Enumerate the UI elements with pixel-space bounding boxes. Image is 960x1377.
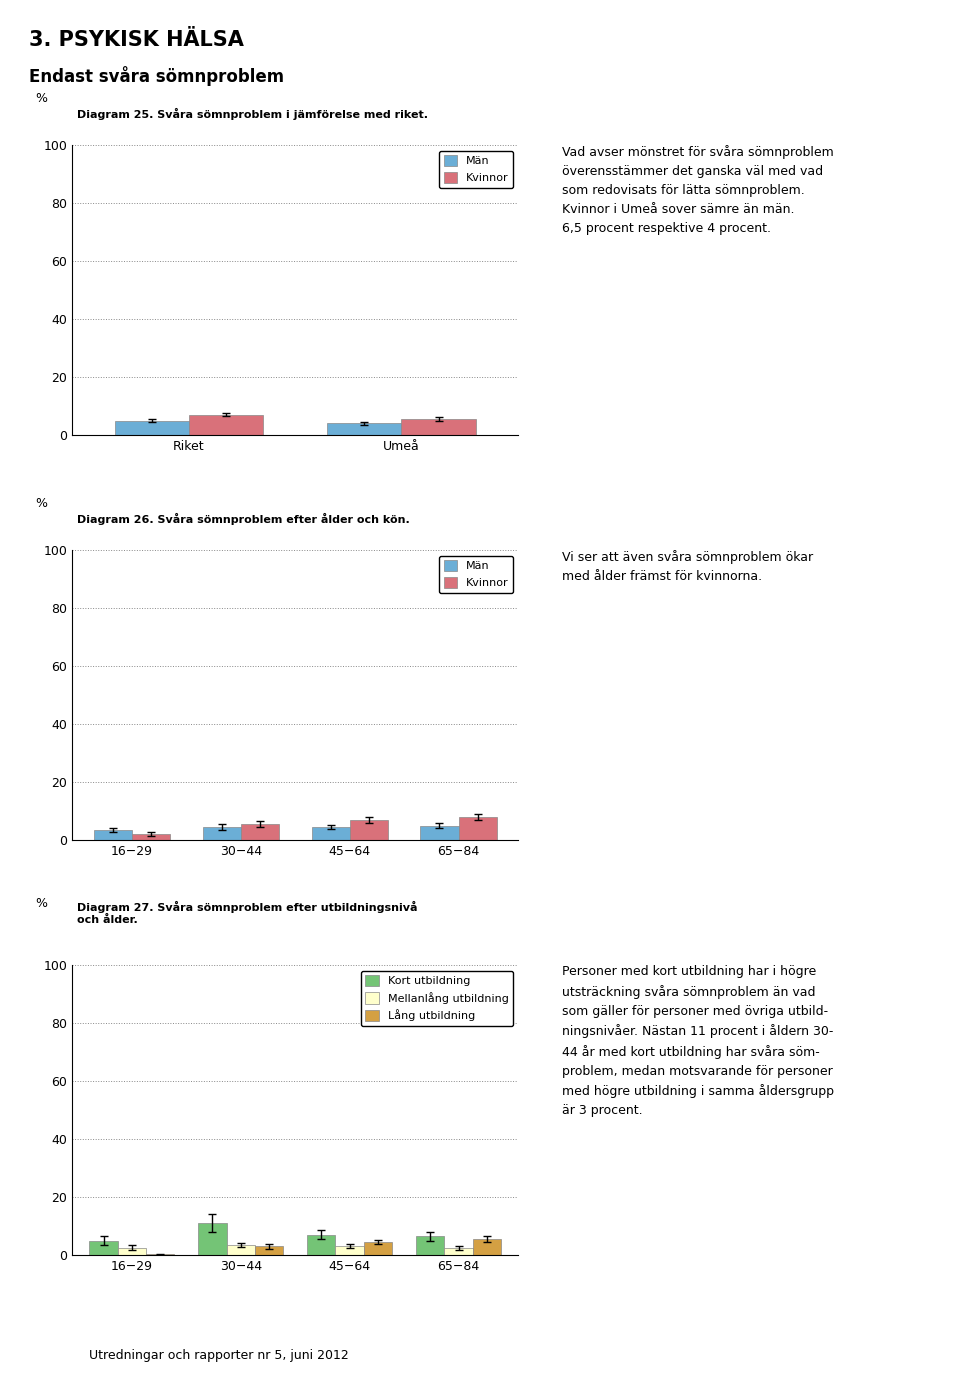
Bar <box>132 834 170 840</box>
Bar <box>472 1239 501 1254</box>
Bar <box>416 1237 444 1254</box>
Bar <box>94 830 132 840</box>
Bar <box>307 1235 335 1254</box>
Text: Diagram 26. Svåra sömnproblem efter ålder och kön.: Diagram 26. Svåra sömnproblem efter ålde… <box>77 512 410 525</box>
Text: Vi ser att även svåra sömnproblem ökar
med ålder främst för kvinnorna.: Vi ser att även svåra sömnproblem ökar m… <box>562 549 813 582</box>
Text: 3. PSYKISK HÄLSA: 3. PSYKISK HÄLSA <box>29 30 244 51</box>
Text: Diagram 25. Svåra sömnproblem i jämförelse med riket.: Diagram 25. Svåra sömnproblem i jämförel… <box>77 107 428 120</box>
Bar <box>312 828 349 840</box>
Bar <box>241 823 278 840</box>
Bar <box>203 828 241 840</box>
Text: Utredningar och rapporter nr 5, juni 2012: Utredningar och rapporter nr 5, juni 201… <box>89 1349 348 1362</box>
Bar <box>444 1248 472 1254</box>
Bar <box>255 1246 283 1254</box>
Legend: Män, Kvinnor: Män, Kvinnor <box>439 150 513 187</box>
Bar <box>327 423 401 435</box>
Legend: Kort utbildning, Mellanlång utbildning, Lång utbildning: Kort utbildning, Mellanlång utbildning, … <box>361 971 513 1026</box>
Bar <box>189 414 263 435</box>
Bar <box>118 1248 146 1254</box>
Bar <box>335 1246 364 1254</box>
Text: %: % <box>36 896 47 910</box>
Text: 14 (44): 14 (44) <box>10 1349 60 1362</box>
Bar <box>199 1223 227 1254</box>
Bar <box>114 420 189 435</box>
Bar <box>420 825 459 840</box>
Text: Endast svåra sömnproblem: Endast svåra sömnproblem <box>29 66 284 87</box>
Text: Vad avser mönstret för svåra sömnproblem
överensstämmer det ganska väl med vad
s: Vad avser mönstret för svåra sömnproblem… <box>562 145 833 235</box>
Bar <box>89 1241 118 1254</box>
Text: Personer med kort utbildning har i högre
utsträckning svåra sömnproblem än vad
s: Personer med kort utbildning har i högre… <box>562 965 833 1117</box>
Bar <box>227 1245 255 1254</box>
Bar <box>459 817 496 840</box>
Bar <box>364 1242 392 1254</box>
Text: Diagram 27. Svåra sömnproblem efter utbildningsnivå
och ålder.: Diagram 27. Svåra sömnproblem efter utbi… <box>77 901 418 925</box>
Bar <box>401 419 476 435</box>
Bar <box>349 819 388 840</box>
Text: %: % <box>36 497 47 509</box>
Text: %: % <box>36 92 47 105</box>
Legend: Män, Kvinnor: Män, Kvinnor <box>439 555 513 593</box>
